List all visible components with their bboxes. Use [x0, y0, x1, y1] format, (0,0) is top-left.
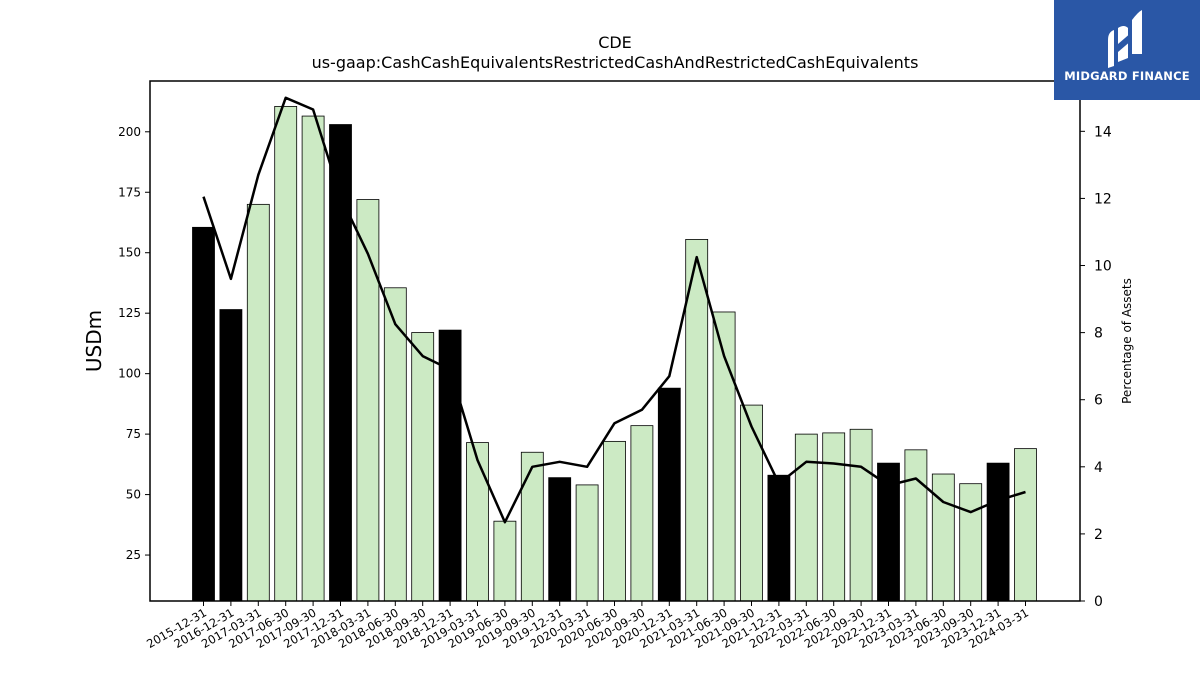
y2-tick-label: 0	[1094, 594, 1103, 610]
y2-tick-label: 10	[1094, 259, 1112, 275]
chart-title: CDE	[598, 33, 632, 52]
bars-layer	[192, 105, 1037, 602]
bar-2018-03-31	[356, 199, 380, 602]
bar-2019-09-30	[520, 451, 544, 602]
bar-2023-06-30	[931, 473, 955, 602]
y-tick-label: 75	[126, 427, 141, 441]
line-layer	[202, 96, 1026, 524]
y2-tick-label: 2	[1094, 527, 1103, 543]
y-tick-label: 175	[118, 185, 141, 199]
bar-2015-12-31	[192, 226, 215, 602]
y2-axis-label: Percentage of Assets	[1120, 278, 1134, 404]
x-axis: 2015-12-312016-12-312017-03-312017-06-30…	[144, 601, 1031, 651]
bar-2020-06-30	[603, 440, 626, 602]
bar-2020-03-31	[575, 484, 599, 602]
bar-2022-03-31	[794, 433, 818, 602]
y2-tick-label: 8	[1094, 326, 1103, 342]
chart-subtitle: us-gaap:CashCashEquivalentsRestrictedCas…	[312, 53, 919, 72]
y-tick-label: 25	[126, 548, 141, 562]
bar-2023-03-31	[904, 449, 928, 602]
logo-mark-icon	[1108, 10, 1142, 68]
bar-2019-12-31	[548, 477, 572, 602]
percentage-line	[202, 96, 1026, 524]
y-tick-label: 125	[118, 306, 141, 320]
bar-2018-09-30	[411, 332, 435, 602]
bar-2017-09-30	[301, 115, 325, 602]
y2-tick-label: 14	[1094, 124, 1112, 140]
y-tick-label: 200	[118, 125, 141, 139]
y2-tick-label: 12	[1094, 191, 1112, 207]
bar-2017-06-30	[274, 105, 298, 602]
y2-tick-label: 4	[1094, 460, 1103, 476]
logo-text: MIDGARD FINANCE	[1064, 69, 1190, 83]
bar-2020-12-31	[657, 387, 681, 602]
y-axis-left: 25 50 75 100 125 150 175 200	[118, 125, 150, 562]
bar-2023-12-31	[986, 462, 1010, 602]
y-axis-label: USDm	[82, 310, 106, 372]
bar-2016-12-31	[219, 309, 243, 602]
y2-tick-label: 6	[1094, 393, 1103, 409]
bar-2023-09-30	[959, 483, 983, 602]
y-tick-label: 50	[126, 488, 141, 502]
bar-2022-06-30	[822, 432, 846, 602]
midgard-finance-logo: MIDGARD FINANCE	[1054, 0, 1200, 100]
bar-2020-09-30	[630, 425, 654, 602]
bar-2019-06-30	[493, 520, 517, 602]
y-tick-label: 150	[118, 246, 141, 260]
bar-2021-09-30	[740, 404, 763, 602]
y-tick-label: 100	[118, 367, 141, 381]
bar-2024-03-31	[1014, 448, 1037, 602]
bar-2017-03-31	[246, 203, 270, 602]
bar-2021-12-31	[767, 474, 791, 602]
bar-2022-09-30	[849, 428, 873, 602]
y-axis-right: 0 2 4 6 8 10 12 14	[1080, 124, 1112, 610]
bar-2019-03-31	[466, 442, 489, 602]
